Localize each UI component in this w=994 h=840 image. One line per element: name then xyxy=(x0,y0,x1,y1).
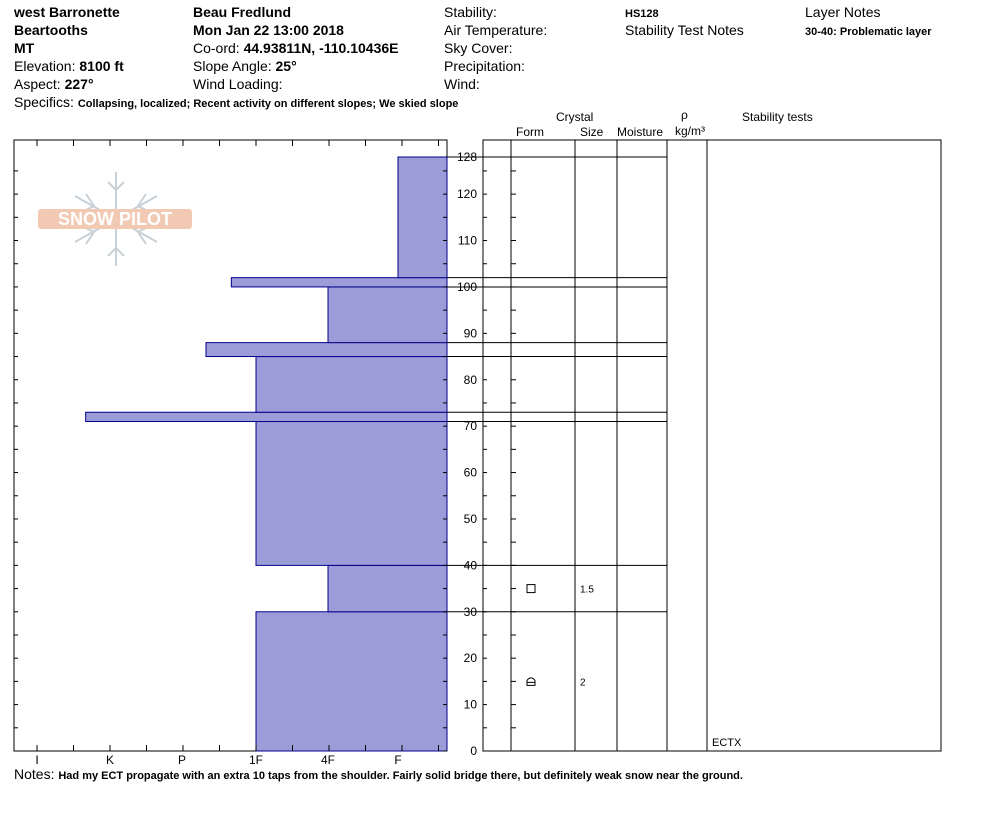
specifics-label: Specifics: xyxy=(14,94,74,110)
elevation-value: 8100 ft xyxy=(79,58,124,74)
size-header: Size xyxy=(580,125,604,139)
aspect-label: Aspect: xyxy=(14,76,61,92)
coord-row: Co-ord: 44.93811N, -110.10436E xyxy=(193,40,399,57)
layer-table-frame xyxy=(482,139,942,752)
hardness-bar xyxy=(255,611,448,752)
snowpilot-logo: SNOW PILOT xyxy=(38,172,192,266)
crystal-size-label: 1.5 xyxy=(580,585,594,596)
hardness-bar xyxy=(397,156,448,279)
crystal-cup-icon xyxy=(526,677,536,686)
hardness-bar xyxy=(85,411,448,423)
crystal-square-icon xyxy=(526,584,536,594)
observer: Beau Fredlund xyxy=(193,4,292,20)
hardness-bar xyxy=(230,277,448,288)
crystal-header: Crystal xyxy=(556,110,594,124)
coord-label: Co-ord: xyxy=(193,40,240,56)
precipitation-label: Precipitation: xyxy=(444,58,525,74)
specifics-row: Specifics: Collapsing, localized; Recent… xyxy=(14,94,458,113)
layer-note: 30-40: Problematic layer xyxy=(805,26,932,38)
aspect-value: 227° xyxy=(64,76,94,92)
depth-tick-label: 110 xyxy=(458,234,477,248)
slope-value: 25° xyxy=(275,58,297,74)
location: west Barronette xyxy=(14,4,120,20)
specifics-text: Collapsing, localized; Recent activity o… xyxy=(77,98,459,110)
depth-tick-label: 80 xyxy=(464,373,478,387)
stability-label: Stability: xyxy=(444,4,497,20)
hardness-bar xyxy=(255,356,448,413)
depth-tick-label: 20 xyxy=(464,651,478,665)
crystal-size-label: 2 xyxy=(580,677,586,688)
notes-text: Had my ECT propagate with an extra 10 ta… xyxy=(58,770,743,782)
hardness-bar xyxy=(327,564,448,613)
stability-test-result: ECTX xyxy=(712,737,742,749)
hardness-scale-label: I xyxy=(35,753,38,767)
hardness-ticks xyxy=(14,140,447,752)
aspect-row: Aspect: 227° xyxy=(14,76,94,93)
depth-tick-label: 70 xyxy=(464,419,478,433)
hardness-scale-label: P xyxy=(178,753,186,767)
sky-cover-label: Sky Cover: xyxy=(444,40,513,56)
hardness-scale-label: K xyxy=(106,753,114,767)
hs-value: HS128 xyxy=(625,8,659,20)
depth-tick-label: 90 xyxy=(464,326,478,340)
hardness-bars xyxy=(85,156,448,752)
hardness-bar xyxy=(327,286,448,344)
depth-tick-label: 10 xyxy=(464,698,478,712)
density-unit-header: kg/m³ xyxy=(675,124,705,138)
notes-row: Notes: Had my ECT propagate with an extr… xyxy=(14,766,743,785)
datetime: Mon Jan 22 13:00 2018 xyxy=(193,22,344,38)
crystal-marks: 1.52 xyxy=(526,584,594,688)
depth-tick-label: 0 xyxy=(470,744,477,758)
logo-text: SNOW PILOT xyxy=(58,209,172,229)
slope-row: Slope Angle: 25° xyxy=(193,58,297,75)
notes-label: Notes: xyxy=(14,766,55,782)
hardness-axis-labels: I K P 1F 4F F xyxy=(35,753,401,767)
wind-label: Wind: xyxy=(444,76,480,92)
air-temp-label: Air Temperature: xyxy=(444,22,548,38)
hardness-scale-label: 1F xyxy=(249,753,263,767)
hardness-bar xyxy=(205,342,448,358)
elevation-label: Elevation: xyxy=(14,58,76,74)
logo-banner xyxy=(38,209,192,229)
range: Beartooths xyxy=(14,22,88,38)
depth-tick-label: 50 xyxy=(464,512,478,526)
depth-tick-label: 60 xyxy=(464,466,478,480)
elevation-row: Elevation: 8100 ft xyxy=(14,58,124,75)
form-header: Form xyxy=(516,125,544,139)
stability-notes-label: Stability Test Notes xyxy=(625,22,744,38)
wind-loading-label: Wind Loading: xyxy=(193,76,283,92)
hardness-scale-label: F xyxy=(394,753,401,767)
hardness-bar xyxy=(255,421,448,566)
coord-value: 44.93811N, -110.10436E xyxy=(243,40,399,56)
depth-tick-label: 120 xyxy=(457,187,477,201)
stability-tests-header: Stability tests xyxy=(742,110,813,124)
state: MT xyxy=(14,40,35,56)
hardness-scale-label: 4F xyxy=(321,753,335,767)
layer-notes-label: Layer Notes xyxy=(805,4,881,20)
moisture-header: Moisture xyxy=(617,125,664,139)
layer-boundaries xyxy=(447,156,667,613)
slope-label: Slope Angle: xyxy=(193,58,272,74)
rho-header: ρ xyxy=(681,108,688,122)
